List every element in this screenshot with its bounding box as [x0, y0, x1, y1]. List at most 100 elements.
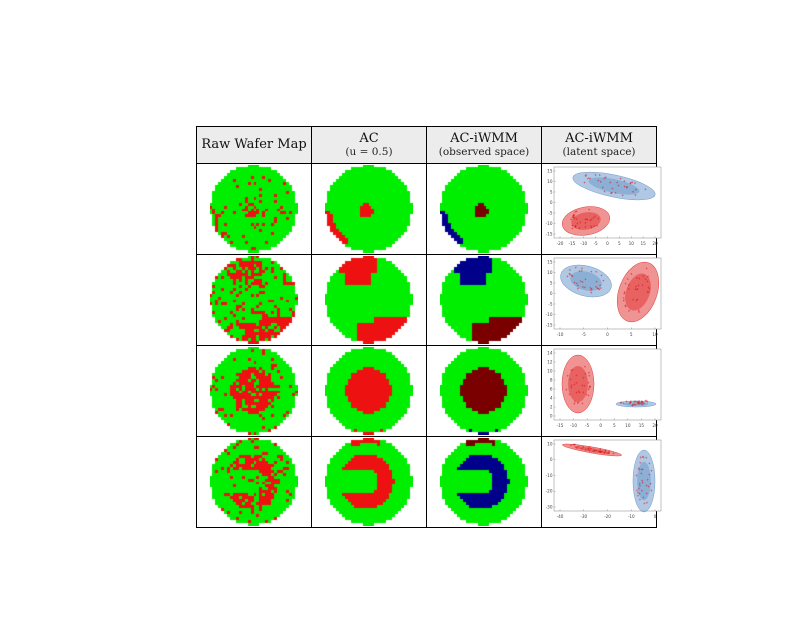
svg-text:+: +	[641, 403, 644, 407]
svg-text:+: +	[648, 473, 651, 477]
svg-text:+: +	[620, 401, 623, 405]
svg-text:+: +	[589, 270, 593, 275]
gaussian-ellipse: ++++++++++++++++++++++++++++++++++	[572, 171, 656, 201]
svg-text:+: +	[604, 449, 608, 453]
svg-text:+: +	[571, 223, 575, 227]
svg-text:+: +	[637, 494, 640, 498]
svg-text:+: +	[580, 269, 584, 274]
svg-text:+: +	[576, 283, 580, 288]
svg-text:+: +	[642, 401, 645, 405]
svg-text:+: +	[642, 402, 645, 406]
y-tick-label: -10	[546, 312, 553, 317]
svg-text:+: +	[603, 450, 607, 454]
svg-text:+: +	[581, 280, 585, 285]
y-tick-label: 14	[547, 350, 553, 355]
header-ac: AC (u = 0.5)	[311, 126, 427, 164]
svg-text:+: +	[570, 385, 573, 389]
svg-text:+: +	[570, 273, 574, 278]
svg-text:+: +	[602, 176, 606, 181]
svg-text:+: +	[637, 402, 640, 406]
y-tick-label: 12	[547, 359, 553, 364]
svg-text:+: +	[594, 448, 598, 452]
svg-text:+: +	[604, 448, 608, 452]
x-tick-label: -20	[604, 514, 611, 519]
svg-text:+: +	[600, 449, 604, 453]
svg-text:+: +	[609, 191, 613, 196]
svg-text:+: +	[612, 451, 616, 455]
x-tick-label: -15	[557, 423, 564, 428]
svg-text:+: +	[585, 393, 588, 397]
latent-plot: ++++++++++++++++++++++++++++++++++++++++…	[546, 166, 662, 246]
svg-text:+: +	[627, 287, 631, 292]
svg-text:+: +	[639, 455, 642, 459]
svg-text:+: +	[639, 401, 642, 405]
svg-text:+: +	[639, 461, 642, 465]
gaussian-ellipse: ++++++++++++++++++++++++++++++++++	[616, 261, 660, 323]
iwmm-wafer-map	[440, 256, 528, 344]
svg-text:+: +	[625, 185, 629, 190]
svg-text:+: +	[581, 383, 584, 387]
svg-text:+: +	[581, 285, 585, 290]
svg-text:+: +	[636, 283, 640, 288]
svg-text:+: +	[578, 226, 582, 230]
svg-text:+: +	[605, 451, 609, 455]
svg-text:+: +	[633, 287, 637, 292]
svg-text:+: +	[604, 175, 608, 180]
ac-wafer-map	[325, 438, 413, 526]
y-tick-label: -5	[548, 210, 553, 215]
svg-text:+: +	[599, 286, 603, 291]
svg-text:+: +	[634, 403, 637, 407]
svg-text:+: +	[649, 482, 652, 486]
svg-text:+: +	[584, 225, 588, 229]
svg-text:+: +	[569, 443, 573, 447]
svg-text:+: +	[622, 298, 626, 303]
y-tick-label: -5	[548, 301, 553, 306]
svg-text:+: +	[572, 213, 576, 217]
svg-text:+: +	[571, 442, 575, 446]
x-tick-label: 15	[639, 423, 645, 428]
svg-text:+: +	[600, 273, 604, 278]
svg-text:+: +	[583, 180, 587, 185]
y-tick-label: 4	[550, 395, 553, 400]
header-title: AC	[359, 130, 379, 146]
svg-text:+: +	[579, 279, 583, 284]
svg-text:+: +	[608, 180, 612, 185]
raw-wafer-map	[210, 165, 298, 253]
svg-text:+: +	[630, 399, 633, 403]
svg-text:+: +	[632, 402, 635, 406]
svg-text:+: +	[583, 277, 587, 282]
y-tick-label: -15	[546, 322, 553, 327]
svg-text:+: +	[570, 369, 573, 373]
svg-text:+: +	[625, 185, 629, 190]
svg-text:+: +	[646, 285, 650, 290]
svg-text:+: +	[638, 482, 641, 486]
svg-text:+: +	[599, 449, 603, 453]
svg-text:+: +	[637, 310, 641, 315]
svg-text:+: +	[588, 448, 592, 452]
svg-text:+: +	[573, 443, 577, 447]
svg-text:+: +	[644, 187, 648, 192]
x-tick-label: -20	[557, 241, 564, 246]
svg-text:+: +	[607, 449, 611, 453]
svg-text:+: +	[627, 309, 631, 314]
y-tick-label: 10	[547, 179, 553, 184]
svg-text:+: +	[629, 400, 632, 404]
svg-text:+: +	[615, 180, 619, 185]
svg-text:+: +	[588, 374, 591, 378]
svg-text:+: +	[573, 216, 577, 220]
svg-text:+: +	[571, 226, 575, 230]
svg-text:+: +	[597, 449, 601, 453]
x-tick-label: 0	[606, 241, 609, 246]
svg-text:+: +	[584, 174, 588, 179]
y-tick-label: 0	[550, 291, 553, 296]
raw-wafer-map	[210, 347, 298, 435]
svg-text:+: +	[624, 281, 628, 286]
svg-text:+: +	[635, 276, 639, 281]
gaussian-ellipse: ++++++++++++++++++++++++++++++++++	[561, 354, 595, 414]
svg-text:+: +	[565, 388, 568, 392]
svg-text:+: +	[645, 456, 648, 460]
svg-text:+: +	[640, 400, 643, 404]
x-tick-label: -10	[570, 423, 577, 428]
svg-text:+: +	[594, 285, 598, 290]
svg-text:+: +	[645, 399, 648, 403]
